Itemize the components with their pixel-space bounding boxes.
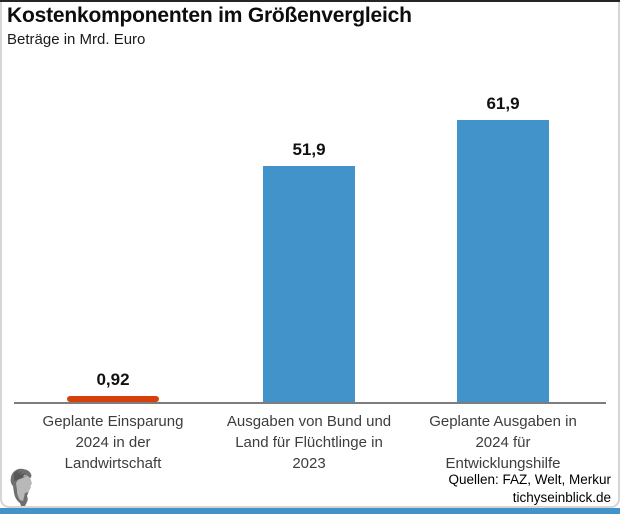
bar-group-fluechtlinge: 51,9 xyxy=(263,140,355,402)
sources-block: Quellen: FAZ, Welt, Merkur tichyseinblic… xyxy=(291,471,611,507)
bar-value-label: 61,9 xyxy=(486,94,520,113)
category-label-line: Geplante Ausgaben in xyxy=(429,413,577,430)
category-label-line: 2024 in der xyxy=(75,434,151,451)
bar-value-label: 0,92 xyxy=(96,370,130,389)
bar-fluechtlinge xyxy=(263,166,355,402)
bar-group-landwirtschaft: 0,92 xyxy=(67,370,159,402)
bar-group-entwicklungshilfe: 61,9 xyxy=(457,94,549,402)
category-label-line: Geplante Einsparung xyxy=(42,413,184,430)
chart-title: Kostenkomponenten im Größenvergleich xyxy=(7,4,412,27)
chart-subtitle: Beträge in Mrd. Euro xyxy=(7,31,146,48)
category-label-fluechtlinge: Ausgaben von Bund und Land für Flüchtling… xyxy=(212,411,406,474)
bottom-accent-strip xyxy=(0,508,620,514)
category-label-line: Ausgaben von Bund und xyxy=(226,413,392,430)
sources-line: Quellen: FAZ, Welt, Merkur xyxy=(448,472,611,487)
top-border-bar xyxy=(0,0,620,2)
bar-landwirtschaft xyxy=(67,396,159,402)
site-credit: tichyseinblick.de xyxy=(512,490,611,505)
category-label-line: Landwirtschaft xyxy=(64,455,162,472)
category-label-entwicklungshilfe: Geplante Ausgaben in 2024 für Entwicklungs… xyxy=(406,411,600,474)
bar-value-label: 51,9 xyxy=(292,140,326,159)
category-label-line: 2023 xyxy=(292,455,326,472)
x-axis-line xyxy=(14,402,606,404)
category-label-line: Land für Flüchtlinge in xyxy=(235,434,383,451)
mercury-head-logo xyxy=(10,468,32,506)
category-label-landwirtschaft: Geplante Einsparung 2024 in der Landwirtsc… xyxy=(16,411,210,474)
category-label-line: Entwicklungshilfe xyxy=(445,455,561,472)
bar-entwicklungshilfe xyxy=(457,120,549,402)
category-label-line: 2024 für xyxy=(475,434,531,451)
